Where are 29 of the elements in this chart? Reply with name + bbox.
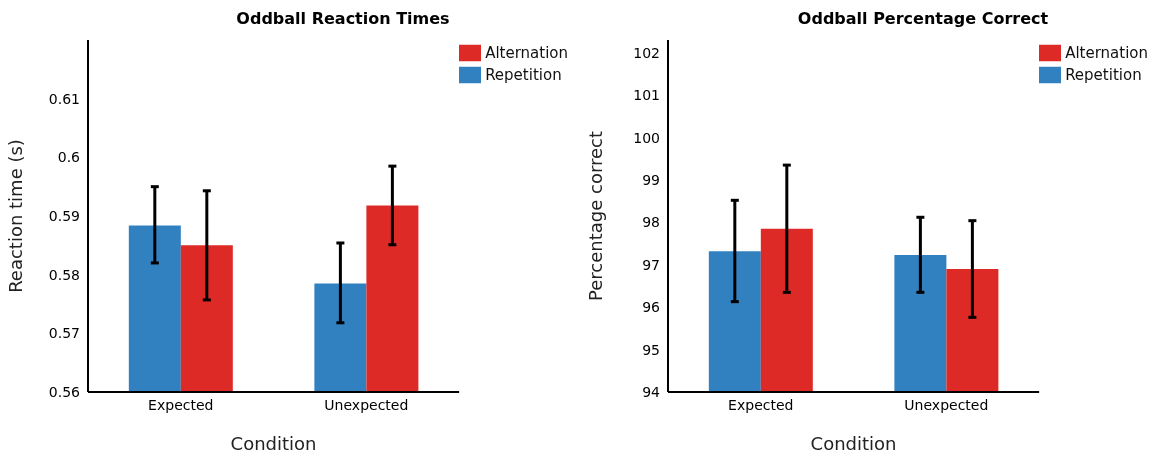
y-axis-title: Percentage correct <box>585 130 607 302</box>
legend-label: Alternation <box>485 43 568 62</box>
y-tick-label: 100 <box>633 129 660 146</box>
y-axis-title: Reaction time (s) <box>5 139 27 293</box>
x-axis-title: Condition <box>810 433 897 454</box>
legend-label: Repetition <box>485 65 562 84</box>
y-tick-label: 94 <box>642 383 661 400</box>
y-tick-label: 96 <box>642 299 661 316</box>
y-tick-label: 0.57 <box>48 325 80 342</box>
y-tick-label: 102 <box>633 44 660 61</box>
y-tick-label: 95 <box>642 341 660 358</box>
y-tick-label: 97 <box>642 256 660 273</box>
legend-label: Alternation <box>1065 43 1148 62</box>
y-tick-label: 0.61 <box>48 90 80 107</box>
y-tick-label: 98 <box>642 214 660 231</box>
chart-title: Oddball Percentage Correct <box>796 8 1050 30</box>
y-tick-label: 99 <box>642 171 660 188</box>
chart-title: Oddball Reaction Times <box>235 8 451 30</box>
x-tick-label: Expected <box>148 396 214 413</box>
y-tick-label: 101 <box>633 87 660 104</box>
x-tick-label: Expected <box>728 396 794 413</box>
x-axis-title: Condition <box>230 433 317 454</box>
y-tick-label: 0.6 <box>57 149 81 166</box>
y-tick-label: 0.59 <box>48 207 80 224</box>
y-tick-label: 0.56 <box>48 383 81 400</box>
legend-label: Repetition <box>1065 65 1142 84</box>
x-tick-label: Unexpected <box>904 396 989 413</box>
x-tick-label: Unexpected <box>324 396 409 413</box>
y-tick-label: 0.58 <box>48 266 80 283</box>
